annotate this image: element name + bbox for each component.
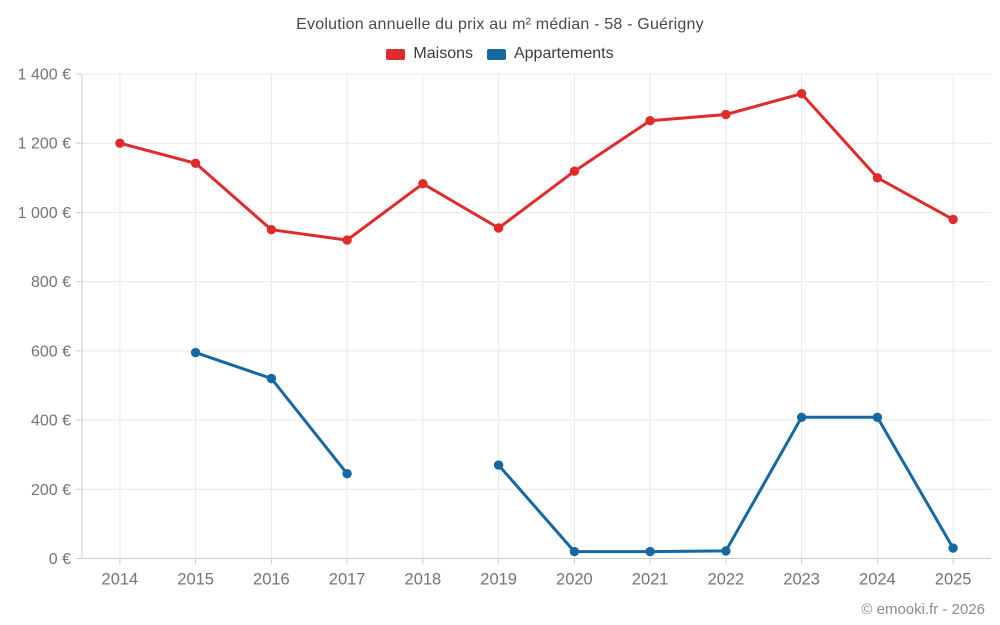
data-point-maisons-2017 <box>342 235 352 245</box>
data-point-appartements-2023 <box>796 412 807 422</box>
appartements-swatch-icon <box>486 48 506 60</box>
y-axis-label: 1 000 € <box>18 205 71 222</box>
x-axis-label: 2022 <box>708 571 745 589</box>
x-axis-label: 2018 <box>405 571 442 589</box>
data-point-appartements-2024 <box>872 412 883 422</box>
y-axis-label: 200 € <box>31 482 71 499</box>
data-point-appartements-2019 <box>493 460 504 470</box>
x-axis-label: 2019 <box>480 571 517 589</box>
x-axis-label: 2017 <box>329 571 366 589</box>
x-axis-label: 2025 <box>935 571 972 589</box>
data-point-appartements-2016 <box>266 373 277 384</box>
data-point-maisons-2024 <box>872 173 883 183</box>
legend-item-maisons[interactable]: Maisons <box>386 45 473 63</box>
data-point-maisons-2020 <box>569 166 580 176</box>
x-axis-label: 2015 <box>177 571 214 589</box>
x-axis-label: 2023 <box>783 571 820 589</box>
legend-label-maisons: Maisons <box>413 45 473 62</box>
legend-label-appartements: Appartements <box>513 45 614 62</box>
data-point-maisons-2023 <box>796 89 807 99</box>
x-axis-label: 2021 <box>632 571 669 589</box>
x-axis-label: 2016 <box>253 571 290 589</box>
data-point-appartements-2025 <box>948 543 958 553</box>
legend: Maisons Appartements <box>0 45 1000 63</box>
y-axis-label: 0 € <box>49 551 71 568</box>
x-axis-label: 2024 <box>859 571 896 589</box>
data-point-maisons-2018 <box>418 179 428 189</box>
data-point-appartements-2020 <box>569 546 580 557</box>
copyright-footer: © emooki.fr - 2026 <box>861 601 985 618</box>
data-point-appartements-2015 <box>190 347 201 358</box>
data-point-appartements-2021 <box>645 546 655 557</box>
data-point-maisons-2021 <box>645 116 655 126</box>
x-axis-label: 2020 <box>556 571 593 589</box>
data-point-maisons-2022 <box>721 109 731 120</box>
data-point-appartements-2017 <box>342 469 352 479</box>
maisons-swatch-icon <box>386 48 406 60</box>
data-point-maisons-2015 <box>190 158 201 168</box>
y-axis-label: 1 400 € <box>18 67 71 84</box>
series-line-maisons <box>118 92 955 242</box>
legend-item-appartements[interactable]: Appartements <box>486 45 614 63</box>
x-axis-label: 2014 <box>102 571 139 589</box>
data-point-maisons-2014 <box>115 138 125 148</box>
chart-title: Evolution annuelle du prix au m² médian … <box>296 16 704 33</box>
data-point-appartements-2022 <box>721 546 731 556</box>
y-axis-label: 400 € <box>31 413 71 430</box>
y-axis-label: 800 € <box>31 274 71 291</box>
data-point-maisons-2025 <box>948 214 958 225</box>
data-point-maisons-2016 <box>266 225 277 235</box>
y-axis-label: 1 200 € <box>18 136 71 153</box>
y-axis-label: 600 € <box>31 343 71 360</box>
data-point-maisons-2019 <box>493 223 504 233</box>
